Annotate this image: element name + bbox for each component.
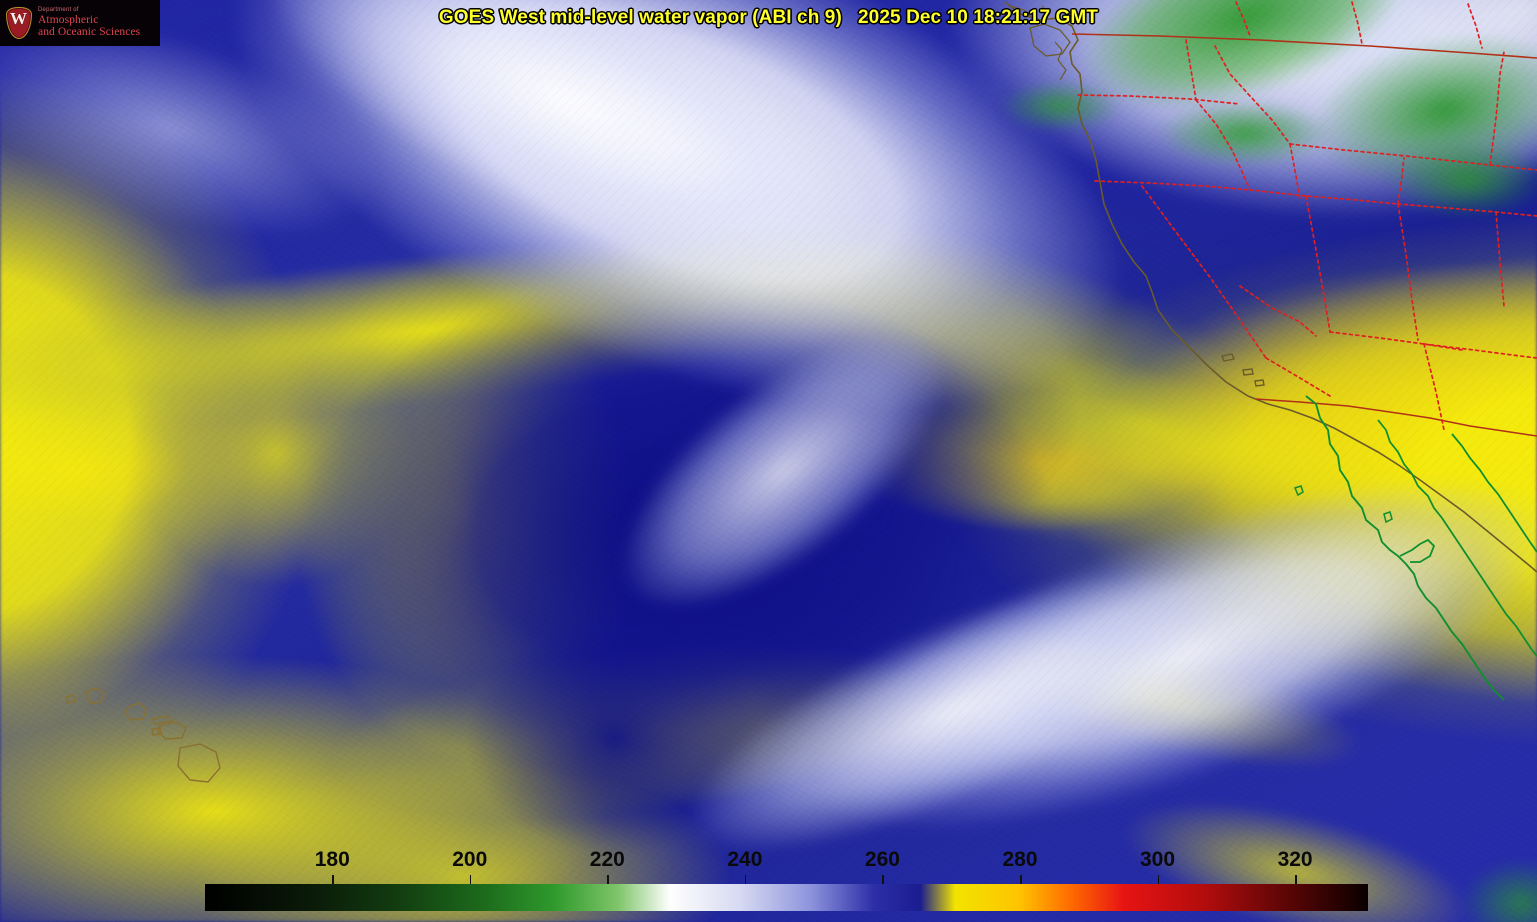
state-border-co-ks	[1495, 211, 1505, 307]
island-channel-1	[1221, 353, 1235, 362]
colorbar-tick	[607, 875, 609, 884]
border-canada-usa	[1071, 33, 1537, 59]
island-channel-3	[1254, 379, 1265, 387]
coastline-west-north-america	[1004, 1, 1537, 573]
state-border-ab-sk	[1351, 1, 1363, 45]
island-lanai	[151, 727, 162, 736]
island-maui	[157, 721, 187, 740]
colorbar-tick-label: 300	[1140, 848, 1176, 871]
state-border-az-nm	[1423, 343, 1445, 431]
colorbar-tick	[1157, 875, 1160, 884]
colorbar: 180 200 220 240 260 280 300 320	[205, 848, 1368, 911]
state-border-or-id	[1195, 99, 1251, 191]
state-border-ca-az	[1265, 357, 1331, 397]
island-guadalupe	[1293, 485, 1304, 497]
colorbar-tick-label: 200	[452, 848, 488, 871]
state-border-bc-ab	[1235, 1, 1251, 37]
state-border-wy-ut-edge	[1397, 157, 1405, 205]
state-border-wa-or	[1077, 94, 1241, 105]
island-molokai	[150, 715, 174, 725]
colorbar-gradient	[205, 884, 1368, 911]
state-border-ut-co	[1397, 203, 1419, 341]
island-niihau	[65, 694, 76, 704]
coastline-puget-sound	[1054, 41, 1067, 81]
coastline-vancouver-island	[1029, 23, 1071, 57]
state-border-wy-sd	[1489, 164, 1537, 171]
state-border-nv-az	[1239, 285, 1317, 337]
island-cedros	[1383, 511, 1393, 524]
colorbar-tick-label: 280	[1002, 848, 1038, 871]
state-border-nv-ut	[1305, 195, 1331, 333]
state-border-co-nm	[1423, 343, 1537, 359]
state-border-wy-co	[1397, 203, 1537, 217]
island-oahu	[124, 702, 147, 721]
cold-top-patch-5	[983, 73, 1138, 139]
state-border-ca-nv	[1141, 185, 1267, 359]
uw-crest-icon: W	[3, 4, 33, 42]
border-usa-mexico	[1255, 398, 1537, 437]
colorbar-tick	[332, 875, 334, 884]
coastline-baja-tip	[1399, 538, 1436, 563]
island-kauai	[85, 687, 105, 704]
cold-top-patch-3	[1137, 92, 1353, 176]
colorbar-tick-label: 240	[727, 848, 763, 871]
colorbar-tick-label: 180	[314, 848, 350, 871]
state-borders	[1077, 1, 1537, 431]
colorbar-tick	[1295, 875, 1297, 884]
coastline-mexico-mainland	[1451, 433, 1537, 553]
coastline-gulf-of-california	[1377, 419, 1537, 657]
logo-line-oceanic: and Oceanic Sciences	[38, 26, 141, 39]
colorbar-tick-label: 220	[589, 848, 625, 871]
coastline-baja-california	[1305, 395, 1505, 701]
logo-line-atmospheric: Atmospheric	[38, 13, 99, 26]
colorbar-tick	[882, 875, 885, 884]
state-border-or-ca	[1094, 180, 1251, 191]
state-border-id-nv-ut	[1249, 189, 1399, 205]
colorbar-tick	[1019, 875, 1022, 884]
hawaiian-islands	[65, 687, 221, 783]
state-border-wa-id	[1185, 39, 1197, 101]
island-channel-2	[1242, 368, 1254, 376]
colorbar-tick	[469, 875, 472, 884]
logo-line-department: Department of	[38, 7, 79, 14]
uw-madison-aos-logo[interactable]: W Department of Atmospheric and Oceanic …	[0, 0, 160, 46]
state-border-sk-mb	[1467, 3, 1483, 49]
colorbar-tick-label: 320	[1277, 848, 1313, 871]
state-border-mt-wy	[1289, 143, 1491, 166]
state-border-id-mt	[1214, 45, 1291, 145]
state-border-ut-az	[1329, 331, 1463, 351]
uw-crest-letter: W	[10, 9, 27, 28]
colorbar-tick-label: 260	[864, 848, 900, 871]
image-title: GOES West mid-level water vapor (ABI ch …	[438, 7, 1099, 28]
island-hawaii	[177, 743, 221, 783]
colorbar-tick	[744, 875, 747, 884]
state-border-id-wy	[1289, 143, 1301, 201]
coastline-inlet-detail	[1009, 5, 1075, 19]
state-border-mt-nd	[1489, 51, 1505, 166]
logo-text-block: Department of Atmospheric and Oceanic Sc…	[38, 7, 140, 38]
